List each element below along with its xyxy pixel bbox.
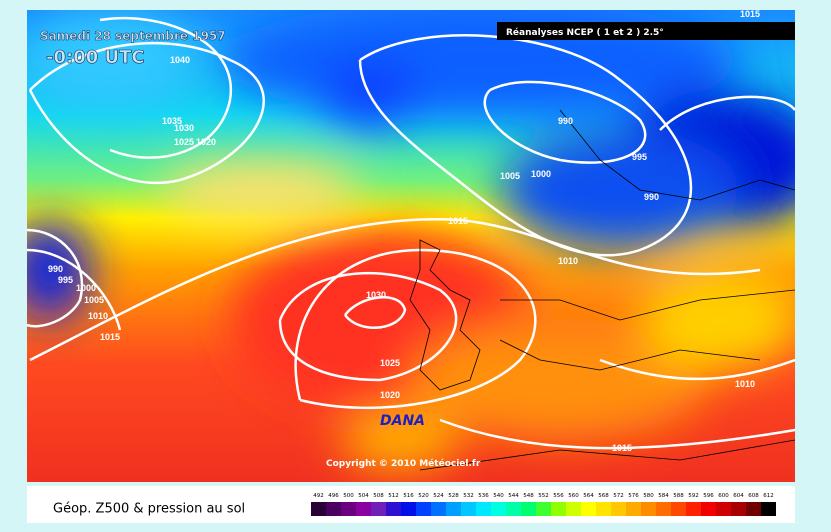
isobar-label: 1015 [100, 332, 120, 342]
legend-title: Géop. Z500 & pression au sol [53, 502, 245, 517]
isobar-label: 1025 [380, 358, 400, 368]
scale-swatch [716, 502, 731, 516]
scale-label: 528 [448, 493, 459, 499]
scale-label: 560 [568, 493, 579, 499]
scale-label: 552 [538, 493, 549, 499]
scale-swatch [551, 502, 566, 516]
isobar-label: 1000 [531, 169, 551, 179]
scale-swatch [656, 502, 671, 516]
isobar-label: 1020 [196, 137, 216, 147]
scale-swatch [461, 502, 476, 516]
scale-label: 524 [433, 493, 444, 499]
scale-swatch [671, 502, 686, 516]
scale-label: 572 [613, 493, 624, 499]
isobar-label: 1025 [174, 137, 194, 147]
scale-swatch [371, 502, 386, 516]
scale-label: 508 [373, 493, 384, 499]
scale-swatch [731, 502, 746, 516]
isobar-label: 1015 [448, 216, 468, 226]
scale-swatch [356, 502, 371, 516]
isobar-label: 1035 [162, 116, 182, 126]
scale-swatch [506, 502, 521, 516]
scale-label: 608 [748, 493, 759, 499]
scale-label: 580 [643, 493, 654, 499]
scale-label: 556 [553, 493, 564, 499]
scale-swatch [446, 502, 461, 516]
isobar-label: 1020 [380, 390, 400, 400]
map: DANA Copyright © 2010 Météociel.fr 1015 1… [27, 9, 795, 482]
isobar-label: 990 [48, 264, 63, 274]
scale-swatch [476, 502, 491, 516]
scale-label: 536 [478, 493, 489, 499]
scale-swatch [431, 502, 446, 516]
isobar-label: 1030 [174, 123, 194, 133]
scale-label: 540 [493, 493, 504, 499]
scale-label: 604 [733, 493, 744, 499]
scale-label: 516 [403, 493, 414, 499]
scale-label: 592 [688, 493, 699, 499]
scale-swatch [746, 502, 761, 516]
isobar-label: 995 [632, 152, 647, 162]
scale-swatch [626, 502, 641, 516]
isobar-label: 1010 [558, 256, 578, 266]
copyright: Copyright © 2010 Météociel.fr [326, 458, 481, 469]
scale-label: 548 [523, 493, 534, 499]
source-bar [497, 22, 795, 40]
scale-label: 500 [343, 493, 354, 499]
isobar-label: 1010 [735, 379, 755, 389]
scale-swatch [611, 502, 626, 516]
isobar-label: 1015 [612, 443, 632, 453]
time: -0:00 UTC [46, 47, 145, 68]
isobar-label: 1015 [740, 9, 760, 19]
isobar-label: 1005 [500, 171, 520, 181]
scale-swatch [341, 502, 356, 516]
scale-swatch [641, 502, 656, 516]
scale-swatch [416, 502, 431, 516]
scale-label: 520 [418, 493, 429, 499]
scale-swatch [566, 502, 581, 516]
scale-label: 576 [628, 493, 639, 499]
scale-label: 600 [718, 493, 729, 499]
scale-label: 612 [763, 493, 774, 499]
scale-swatch [401, 502, 416, 516]
date: Samedi 28 septembre 1957 [40, 29, 226, 43]
scale-label: 568 [598, 493, 609, 499]
scale-label: 532 [463, 493, 474, 499]
scale-swatch [326, 502, 341, 516]
scale-swatch [701, 502, 716, 516]
scale-swatch [521, 502, 536, 516]
scale-label: 584 [658, 493, 669, 499]
scale-label: 588 [673, 493, 684, 499]
scale-swatch [491, 502, 506, 516]
scale-label: 492 [313, 493, 324, 499]
isobar-label: 995 [58, 275, 73, 285]
isobar-label: 990 [644, 192, 659, 202]
scale-swatch [686, 502, 701, 516]
scale-label: 504 [358, 493, 369, 499]
scale-swatch [596, 502, 611, 516]
scale-label: 564 [583, 493, 594, 499]
isobar-label: 1005 [84, 295, 104, 305]
isobar-label: 1030 [366, 290, 386, 300]
scale-swatch [311, 502, 326, 516]
scale-label: 596 [703, 493, 714, 499]
isobar-label: 1000 [76, 283, 96, 293]
scale-label: 544 [508, 493, 519, 499]
annotation: DANA [380, 413, 425, 429]
scale-label: 512 [388, 493, 399, 499]
isobar-label: 1010 [88, 311, 108, 321]
scale-swatch [581, 502, 596, 516]
isobar-label: 990 [558, 116, 573, 126]
scale-swatch [536, 502, 551, 516]
scale-swatch [761, 502, 776, 516]
scale-swatch [386, 502, 401, 516]
scale-label: 496 [328, 493, 339, 499]
isobar-label: 1040 [170, 55, 190, 65]
source: Réanalyses NCEP ( 1 et 2 ) 2.5° [506, 27, 664, 38]
